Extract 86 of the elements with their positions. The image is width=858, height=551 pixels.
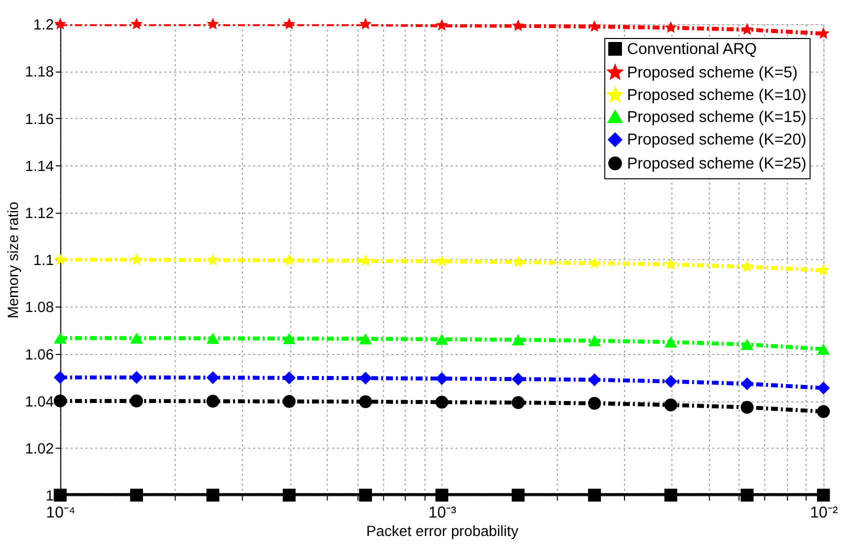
point xyxy=(359,372,372,385)
y-tick-label: 1.2 xyxy=(33,18,54,34)
y-tick-label: 1.1 xyxy=(33,253,54,270)
point xyxy=(130,332,143,344)
point xyxy=(282,332,296,344)
point xyxy=(283,18,296,30)
legend-label: Proposed scheme (K=5) xyxy=(626,64,798,82)
point xyxy=(130,18,143,30)
point xyxy=(512,256,524,268)
y-tick-label: 1 xyxy=(46,488,54,505)
point xyxy=(359,333,372,344)
x-tick-label: 10⁻² xyxy=(810,504,838,522)
point xyxy=(588,373,601,386)
point xyxy=(588,335,601,346)
point xyxy=(206,488,220,502)
point xyxy=(664,488,678,502)
y-tick-label: 1.02 xyxy=(25,441,54,458)
point xyxy=(740,400,754,414)
point xyxy=(664,374,678,388)
point xyxy=(664,398,678,412)
legend-label: Proposed scheme (K=10) xyxy=(626,87,806,104)
point xyxy=(54,488,67,502)
point xyxy=(817,264,830,276)
point xyxy=(588,396,601,410)
y-tick-label: 1.16 xyxy=(25,112,54,128)
point xyxy=(741,23,754,35)
point xyxy=(54,332,67,344)
y-tick-label: 1.12 xyxy=(25,206,54,222)
point xyxy=(664,258,677,270)
x-axis-title: Packet error probability xyxy=(366,524,519,540)
y-axis-title: Memory size ratio xyxy=(6,202,22,319)
legend-label: Proposed scheme (K=15) xyxy=(626,108,806,126)
y-tick-label: 1.14 xyxy=(25,158,54,175)
point xyxy=(817,382,830,394)
point xyxy=(436,18,448,31)
point xyxy=(282,488,296,502)
point xyxy=(54,18,66,30)
point xyxy=(206,371,220,384)
point xyxy=(435,372,448,386)
y-tick-label: 1.04 xyxy=(25,394,54,410)
point xyxy=(740,377,754,390)
point xyxy=(359,488,372,502)
point xyxy=(435,396,448,409)
point xyxy=(588,488,601,502)
point xyxy=(664,336,678,348)
point xyxy=(512,372,525,386)
point xyxy=(435,334,448,345)
point xyxy=(512,19,524,32)
legend-label: Proposed scheme (K=25) xyxy=(626,155,806,172)
point xyxy=(206,18,219,30)
point xyxy=(740,488,754,502)
point xyxy=(130,394,143,408)
point xyxy=(206,332,220,344)
point xyxy=(130,370,143,384)
point xyxy=(512,334,525,346)
y-tick-label: 1.06 xyxy=(25,347,54,364)
point xyxy=(206,254,219,266)
point xyxy=(130,253,143,265)
point xyxy=(740,338,754,350)
point xyxy=(54,394,67,408)
y-tick-label: 1.18 xyxy=(25,64,54,81)
x-tick-label: 10⁻⁴ xyxy=(46,504,76,522)
point xyxy=(54,253,66,265)
point xyxy=(664,21,677,33)
point xyxy=(588,256,601,268)
legend-label: Conventional ARQ xyxy=(626,40,757,58)
point xyxy=(359,254,372,266)
point xyxy=(282,395,296,408)
point xyxy=(54,370,67,384)
y-tick-label: 1.08 xyxy=(25,300,54,316)
point xyxy=(817,488,830,502)
point xyxy=(435,488,448,502)
point xyxy=(817,344,830,355)
point xyxy=(283,254,296,266)
point xyxy=(741,260,754,272)
point xyxy=(206,394,220,408)
point xyxy=(359,395,372,408)
point xyxy=(817,405,830,418)
point xyxy=(512,396,525,410)
point xyxy=(359,18,372,30)
x-tick-label: 10⁻³ xyxy=(428,504,456,522)
point xyxy=(436,254,448,267)
point xyxy=(282,371,296,384)
point xyxy=(130,488,143,502)
point xyxy=(512,488,525,502)
legend-label: Proposed scheme (K=20) xyxy=(626,132,806,149)
